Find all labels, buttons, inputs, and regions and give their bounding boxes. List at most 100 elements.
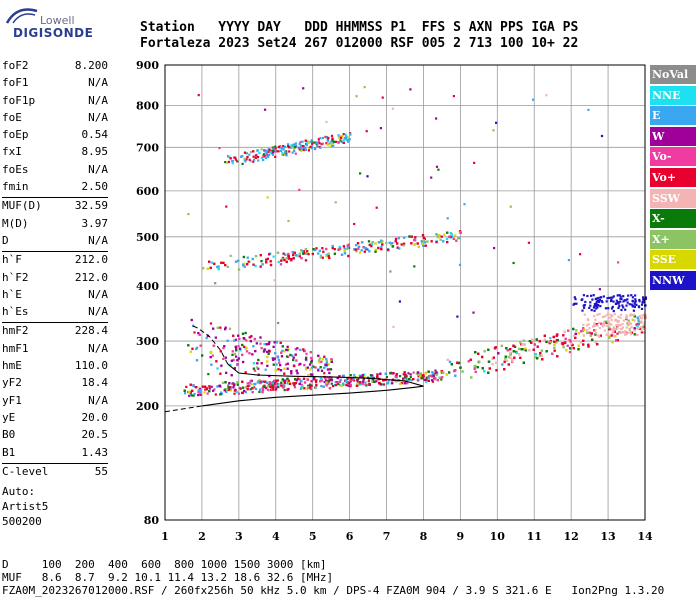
echo-point bbox=[347, 140, 350, 143]
echo-point bbox=[323, 366, 326, 369]
density-profile-topside-dashed bbox=[190, 324, 229, 365]
echo-point bbox=[241, 332, 245, 335]
echo-point bbox=[391, 379, 394, 383]
echo-point bbox=[279, 145, 282, 148]
echo-point bbox=[246, 385, 249, 388]
echo-point bbox=[586, 294, 589, 298]
echo-point bbox=[345, 135, 348, 138]
echo-point bbox=[574, 336, 577, 339]
echo-point bbox=[323, 372, 326, 375]
echo-point bbox=[512, 344, 515, 347]
echo-point bbox=[323, 355, 326, 358]
echo-point bbox=[579, 253, 582, 256]
param-name: hmF1 bbox=[2, 341, 29, 355]
echo-point bbox=[519, 356, 522, 359]
echo-point bbox=[327, 382, 330, 385]
echo-point bbox=[407, 372, 410, 375]
echo-point bbox=[347, 384, 350, 387]
echo-point bbox=[183, 389, 186, 392]
echo-point bbox=[271, 380, 274, 384]
echo-point bbox=[248, 352, 251, 355]
echo-point bbox=[339, 378, 342, 381]
echo-point bbox=[583, 306, 586, 309]
x-tick-label: 13 bbox=[600, 530, 615, 543]
header-values: Fortaleza 2023 Set24 267 012000 RSF 005 … bbox=[140, 36, 579, 51]
echo-point bbox=[237, 259, 240, 262]
param-name: B1 bbox=[2, 445, 16, 459]
y-tick-label: 700 bbox=[136, 141, 159, 154]
echo-point bbox=[379, 383, 382, 386]
echo-point bbox=[583, 313, 586, 316]
param-value: 8.95 bbox=[81, 145, 109, 159]
echo-point bbox=[567, 259, 570, 262]
echo-point bbox=[397, 237, 400, 240]
echo-point bbox=[185, 385, 188, 388]
echo-point bbox=[610, 328, 614, 331]
echo-point bbox=[400, 243, 403, 246]
param-value: N/A bbox=[88, 305, 108, 319]
echo-point bbox=[258, 151, 261, 154]
echo-point bbox=[314, 248, 317, 252]
echo-point bbox=[416, 371, 420, 374]
echo-point bbox=[301, 385, 304, 388]
echo-point bbox=[306, 386, 310, 389]
echo-point bbox=[302, 348, 305, 351]
echo-point bbox=[631, 314, 634, 317]
echo-point bbox=[577, 348, 580, 351]
echo-point bbox=[283, 367, 286, 370]
echo-point bbox=[212, 344, 215, 347]
echo-point bbox=[574, 332, 577, 335]
echo-point bbox=[236, 359, 239, 362]
echo-point bbox=[608, 296, 611, 299]
echo-point bbox=[587, 323, 590, 326]
echo-point bbox=[431, 380, 434, 383]
echo-point bbox=[617, 261, 620, 264]
echo-point bbox=[290, 370, 293, 373]
echo-point bbox=[443, 233, 446, 236]
echo-point bbox=[268, 253, 271, 256]
echo-point bbox=[533, 343, 536, 346]
echo-point bbox=[358, 381, 362, 384]
echo-point bbox=[596, 313, 599, 316]
echo-point bbox=[252, 155, 255, 158]
echo-point bbox=[586, 331, 589, 335]
echo-point bbox=[610, 299, 613, 302]
echo-point bbox=[540, 349, 543, 352]
echo-point bbox=[240, 155, 243, 158]
echo-point bbox=[355, 244, 358, 247]
echo-point bbox=[369, 374, 372, 377]
echo-point bbox=[334, 384, 338, 387]
echo-point bbox=[435, 241, 438, 244]
echo-point bbox=[424, 372, 427, 375]
echo-point bbox=[511, 358, 514, 361]
echo-point bbox=[412, 378, 415, 381]
echo-point bbox=[561, 342, 564, 345]
echo-point bbox=[360, 249, 363, 252]
echo-point bbox=[644, 297, 647, 300]
echo-point bbox=[327, 380, 330, 383]
echo-point bbox=[322, 385, 325, 388]
echo-point bbox=[467, 360, 470, 363]
echo-point bbox=[371, 241, 374, 244]
echo-point bbox=[301, 386, 304, 389]
echo-point bbox=[634, 294, 637, 297]
echo-point bbox=[285, 150, 288, 153]
echo-point bbox=[342, 133, 345, 136]
echo-point bbox=[406, 382, 409, 385]
echo-point bbox=[197, 394, 200, 397]
echo-point bbox=[201, 354, 204, 357]
echo-point bbox=[234, 345, 237, 348]
echo-point bbox=[591, 298, 594, 301]
echo-point bbox=[556, 333, 559, 336]
echo-point bbox=[568, 351, 571, 354]
echo-point bbox=[403, 382, 406, 385]
echo-point bbox=[362, 378, 365, 381]
echo-point bbox=[325, 381, 328, 384]
echo-point bbox=[260, 347, 263, 350]
echo-point bbox=[274, 149, 277, 152]
echo-point bbox=[193, 331, 196, 334]
echo-point bbox=[322, 250, 325, 253]
echo-point bbox=[571, 343, 574, 347]
echo-point bbox=[605, 333, 608, 336]
echo-point bbox=[615, 319, 618, 322]
